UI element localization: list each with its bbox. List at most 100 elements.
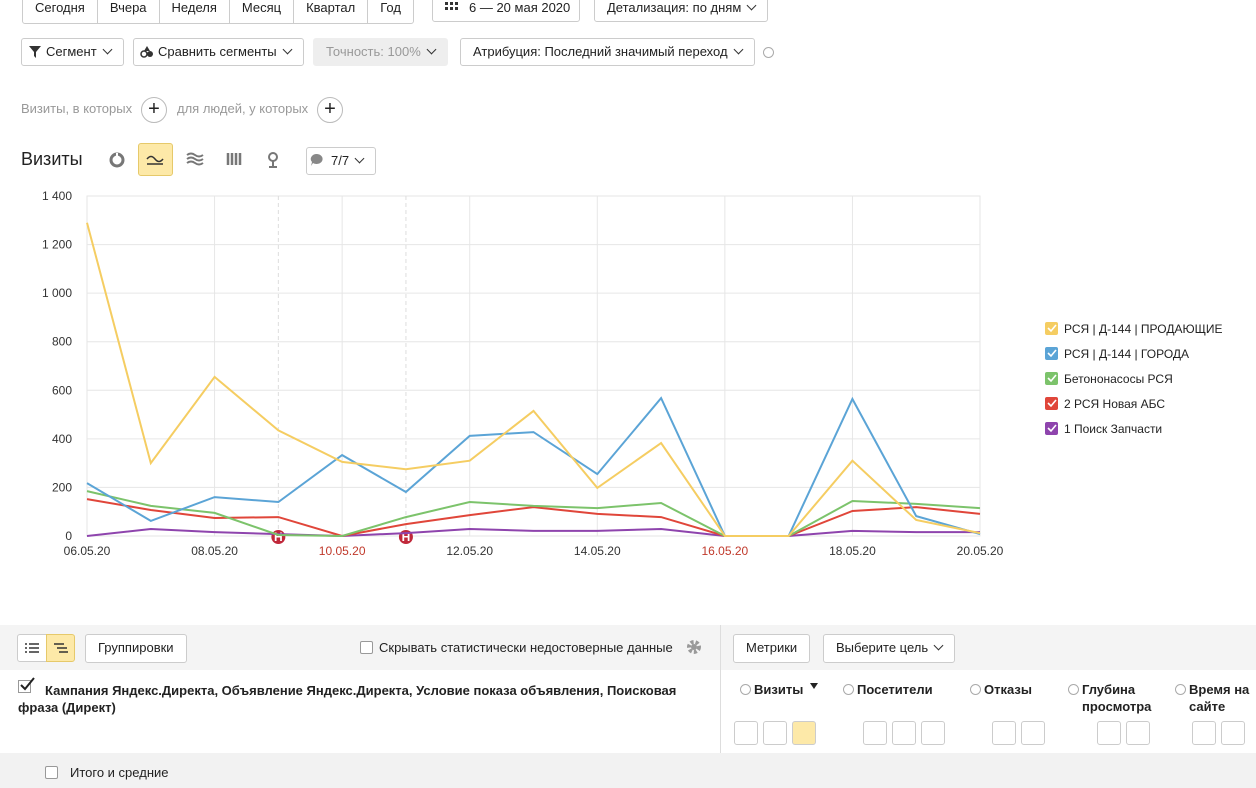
column-tool[interactable] <box>1221 721 1245 745</box>
chart-title: Визиты <box>21 149 83 169</box>
x-tick-label: 18.05.20 <box>829 544 876 558</box>
column-tool[interactable] <box>863 721 887 745</box>
x-tick-label: 08.05.20 <box>191 544 238 558</box>
annotation-label: Н <box>402 530 411 544</box>
column-help[interactable] <box>740 684 751 695</box>
column-help[interactable] <box>1068 684 1079 695</box>
column-divider <box>720 625 721 788</box>
compare-label: Сравнить сегменты <box>158 44 277 59</box>
legend-label: 2 РСЯ Новая АБС <box>1064 397 1165 411</box>
legend-swatch <box>1045 372 1058 385</box>
attribution-button[interactable]: Атрибуция: Последний значимый переход <box>460 38 755 66</box>
comment-icon <box>310 153 323 166</box>
area-chart-icon[interactable] <box>186 152 204 166</box>
column-header: Визиты <box>754 682 804 697</box>
detail-label: Детализация: по дням <box>607 0 742 15</box>
period-button[interactable]: Год <box>367 0 414 24</box>
column-tool[interactable] <box>1192 721 1216 745</box>
visits-condition: Визиты, в которых <box>21 101 133 116</box>
period-button[interactable]: Квартал <box>293 0 369 24</box>
add-people-condition[interactable]: + <box>317 97 343 123</box>
period-group: Сегодня Вчера Неделя Месяц Квартал Год <box>22 0 414 24</box>
legend-check <box>1047 324 1057 333</box>
series-line <box>86 490 981 538</box>
column-help[interactable] <box>970 684 981 695</box>
column-help[interactable] <box>843 684 854 695</box>
totals-checkbox[interactable] <box>45 766 58 779</box>
x-tick-label: 14.05.20 <box>574 544 621 558</box>
table-toolbar <box>0 625 1256 670</box>
column-tool[interactable] <box>921 721 945 745</box>
segment-button[interactable]: Сегмент <box>21 38 124 66</box>
y-tick-label: 400 <box>52 432 72 446</box>
legend-swatch <box>1045 422 1058 435</box>
line-chart-icon <box>146 155 164 165</box>
legend-check <box>1047 349 1057 358</box>
map-icon[interactable] <box>265 151 281 168</box>
y-tick-label: 1 400 <box>42 189 72 203</box>
metrics-button[interactable]: Метрики <box>733 634 811 663</box>
column-tool[interactable] <box>1126 721 1150 745</box>
period-button[interactable]: Сегодня <box>22 0 98 24</box>
help-icon[interactable] <box>763 47 774 58</box>
compare-button[interactable]: Сравнить сегменты <box>133 38 304 66</box>
pie-chart-icon[interactable] <box>108 151 126 169</box>
y-tick-label: 1 200 <box>42 238 72 252</box>
period-button[interactable]: Вчера <box>96 0 160 24</box>
x-tick-label: 20.05.20 <box>957 544 1004 558</box>
column-header: Время на сайте <box>1189 682 1250 714</box>
hide-unreliable-checkbox[interactable] <box>360 641 373 654</box>
totals-row <box>0 753 1256 788</box>
hide-unreliable-label: Скрывать статистически недостоверные дан… <box>379 640 673 655</box>
date-range: 6 — 20 мая 2020 <box>469 0 571 15</box>
accuracy-label: Точность: 100% <box>326 44 421 59</box>
column-tool[interactable] <box>992 721 1016 745</box>
y-tick-label: 1 000 <box>42 286 72 300</box>
bar-chart-icon[interactable] <box>226 151 242 167</box>
x-tick-label: 12.05.20 <box>446 544 493 558</box>
period-button[interactable]: Неделя <box>158 0 230 24</box>
goal-label: Выберите цель <box>836 640 929 655</box>
column-header: Отказы <box>984 682 1032 697</box>
groupings-button[interactable]: Группировки <box>85 634 187 663</box>
x-tick-label: 10.05.20 <box>319 544 366 558</box>
legend-swatch <box>1045 397 1058 410</box>
column-tool[interactable] <box>734 721 758 745</box>
accuracy-button[interactable]: Точность: 100% <box>313 38 448 66</box>
y-tick-label: 0 <box>65 529 72 543</box>
chart: 0 200 400 600 800 1 000 1 200 1 400 06.05.20 08.0… <box>42 189 1223 558</box>
goal-button[interactable]: Выберите цель <box>823 634 956 663</box>
column-tool[interactable] <box>792 721 816 745</box>
totals-label: Итого и средние <box>70 765 169 780</box>
x-tick-label: 06.05.20 <box>64 544 111 558</box>
y-tick-label: 800 <box>52 335 72 349</box>
segment-label: Сегмент <box>46 44 97 59</box>
tree-icon <box>54 643 68 653</box>
column-header: Посетители <box>857 682 933 697</box>
column-tool[interactable] <box>1021 721 1045 745</box>
dimension-header: Кампания Яндекс.Директа, Объявление Янде… <box>18 683 677 715</box>
attribution-label: Атрибуция: Последний значимый переход <box>473 44 728 59</box>
column-tool[interactable] <box>892 721 916 745</box>
detail-button[interactable]: Детализация: по дням <box>594 0 769 22</box>
legend-check <box>1047 399 1057 408</box>
x-tick-label: 16.05.20 <box>701 544 748 558</box>
dimension-checkbox[interactable] <box>18 677 36 693</box>
period-button[interactable]: Месяц <box>228 0 295 24</box>
settings-icon[interactable] <box>686 639 702 655</box>
column-tool[interactable] <box>763 721 787 745</box>
column-header: Глубина просмотра <box>1082 682 1152 714</box>
sort-arrow[interactable] <box>810 683 818 689</box>
plot-frame <box>86 195 981 537</box>
date-range-button[interactable]: 6 — 20 мая 2020 <box>432 0 580 22</box>
legend-label: РСЯ | Д-144 | ГОРОДА <box>1064 347 1189 361</box>
legend-label: 1 Поиск Запчасти <box>1064 422 1162 436</box>
column-help[interactable] <box>1175 684 1186 695</box>
compare-icon <box>140 46 153 58</box>
column-tool[interactable] <box>1097 721 1121 745</box>
calendar-icon <box>445 2 458 10</box>
add-visit-condition[interactable]: + <box>141 97 167 123</box>
metrics-label: Метрики <box>746 640 798 655</box>
legend-label: РСЯ | Д-144 | ПРОДАЮЩИЕ <box>1064 322 1222 336</box>
list-icon <box>25 643 39 653</box>
